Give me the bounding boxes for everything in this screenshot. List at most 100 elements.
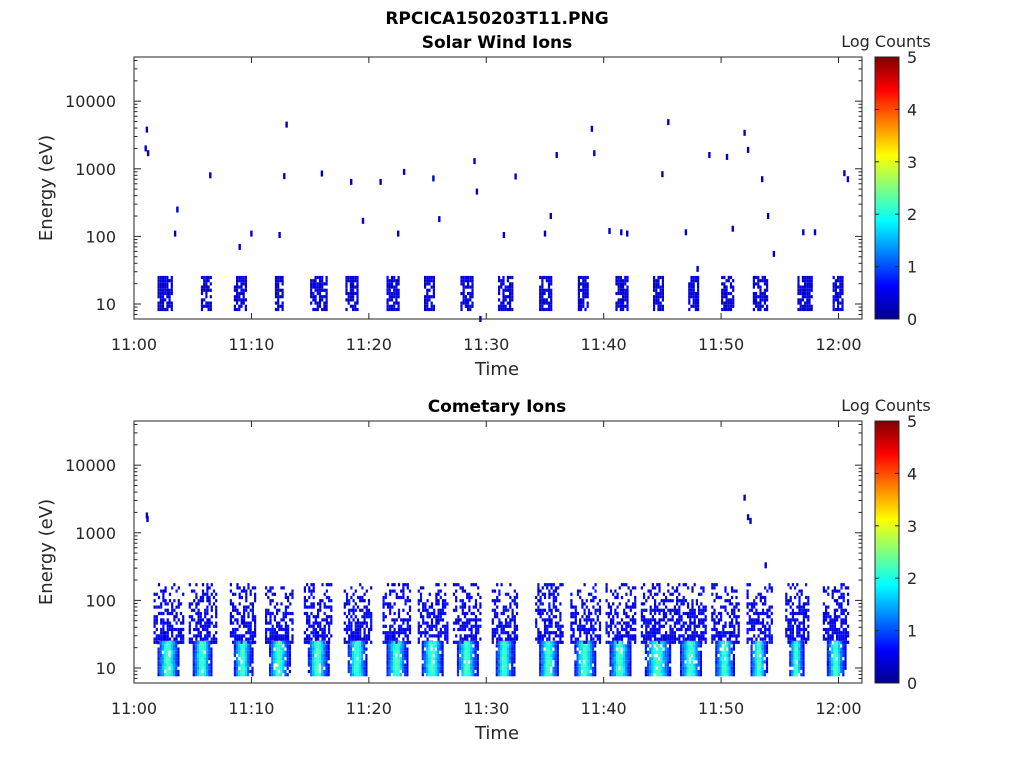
spectrogram-cell (647, 673, 650, 677)
spectrogram-cell (395, 666, 398, 670)
spectrogram-cell (459, 624, 462, 628)
spectrogram-cell (506, 295, 509, 299)
spectrogram-cell (616, 615, 619, 619)
spectrogram-cell (723, 304, 726, 308)
spectrogram-cell (669, 618, 672, 622)
spectrogram-cell (543, 298, 546, 302)
spectrogram-cell (314, 279, 317, 283)
spectrogram-cell (537, 589, 540, 593)
spectrogram-cell (554, 657, 557, 661)
spectrogram-cell (719, 660, 722, 664)
spectrogram-cell (468, 608, 471, 612)
spectrogram-cell (360, 660, 364, 664)
spectrogram-cell (393, 669, 396, 674)
spectrogram-cell (170, 666, 173, 670)
spectrogram-cell (397, 657, 400, 661)
spectrogram-cell (759, 301, 762, 305)
spectrogram-cell (365, 589, 368, 593)
spectrogram-cell (654, 602, 657, 606)
spectrogram-cell (182, 634, 185, 638)
spectrogram-cell (623, 608, 626, 612)
spectrogram-cell (390, 275, 394, 280)
spectrogram-cell (467, 275, 470, 280)
spectrogram-cell (586, 285, 589, 289)
spectrogram-cell (798, 595, 801, 600)
spectrogram-cell (312, 666, 315, 670)
spectrogram-cell (236, 282, 239, 286)
spectrogram-cell (841, 291, 844, 296)
spectrogram-cell (750, 605, 754, 609)
spectrogram-cell (548, 615, 551, 619)
spectrogram-cell (275, 673, 278, 677)
spectrogram-cell (746, 592, 749, 596)
spectrogram-cell (839, 279, 842, 283)
spectrogram-cell (750, 644, 753, 648)
spectrogram-cell (627, 605, 630, 609)
spectrogram-cell (168, 599, 172, 603)
spectrogram-cell (206, 605, 209, 609)
spectrogram-cell (717, 660, 720, 664)
spectrogram-cell (552, 605, 555, 609)
spectrogram-cell (479, 605, 482, 609)
spectrogram-cell (455, 618, 458, 622)
spectrogram-cell (157, 605, 161, 609)
spectrogram-cell (789, 618, 792, 622)
spectrogram-cell (626, 291, 629, 296)
spectrogram-cell (467, 641, 471, 645)
spectrogram-cell (543, 618, 547, 622)
spectrogram-cell (611, 673, 614, 677)
spectrogram-cell (229, 599, 232, 603)
spectrogram-cell (318, 641, 321, 645)
spectrogram-cell (312, 650, 315, 654)
spectrogram-cell (582, 275, 585, 280)
spectrogram-cell (513, 666, 516, 670)
spectrogram-cell (155, 605, 158, 609)
spectrogram-cell (541, 644, 544, 648)
spectrogram-cell (765, 666, 769, 670)
spectrogram-cell (437, 592, 440, 596)
spectrogram-cell (721, 660, 724, 664)
spectrogram-cell (155, 627, 158, 632)
spectrogram-cell (281, 301, 284, 305)
spectrogram-cell (785, 592, 788, 596)
spectrogram-cell (325, 605, 328, 609)
spectrogram-cell (806, 275, 809, 280)
spectrogram-cell (509, 605, 512, 609)
spectrogram-cell (689, 618, 692, 622)
spectrogram-cell (693, 657, 696, 661)
spectrogram-cell (273, 650, 276, 654)
spectrogram-cell (495, 653, 498, 658)
spectrogram-cell (625, 615, 628, 619)
spectrogram-cell (657, 298, 660, 302)
spectrogram-cell (539, 285, 542, 289)
spectrogram-cell (609, 653, 612, 658)
spectrogram-cell (796, 583, 799, 587)
spectrogram-cell (624, 647, 628, 651)
spectrogram-cell (244, 653, 247, 658)
spectrogram-cell (238, 307, 241, 312)
spectrogram-cell (400, 627, 403, 632)
spectrogram-cell (727, 307, 730, 312)
spectrogram-cell (308, 605, 311, 609)
spectrogram-cell (233, 653, 236, 658)
spectrogram-cell (433, 608, 436, 612)
spectrogram-cell (408, 618, 412, 622)
spectrogram-cell (702, 624, 705, 628)
spectrogram-cell (462, 282, 465, 286)
spectrogram-cell (502, 282, 505, 286)
spectrogram-cell (554, 634, 558, 638)
spectrogram-cell (691, 608, 694, 612)
spectrogram-cell (244, 647, 247, 651)
spectrogram-cell (347, 644, 350, 648)
spectrogram-cell (699, 650, 702, 654)
spectrogram-cell (728, 673, 731, 677)
spectrogram-cell (572, 640, 575, 644)
spectrogram-cell (328, 627, 331, 632)
spectrogram-cell (796, 627, 799, 632)
spectrogram-cell (789, 634, 792, 638)
spectrogram-cell (699, 641, 702, 645)
spectrogram-cell (584, 279, 587, 283)
spectrogram-cell (312, 602, 315, 606)
spectrogram-cell (157, 611, 161, 616)
spectrogram-cell (314, 634, 317, 638)
